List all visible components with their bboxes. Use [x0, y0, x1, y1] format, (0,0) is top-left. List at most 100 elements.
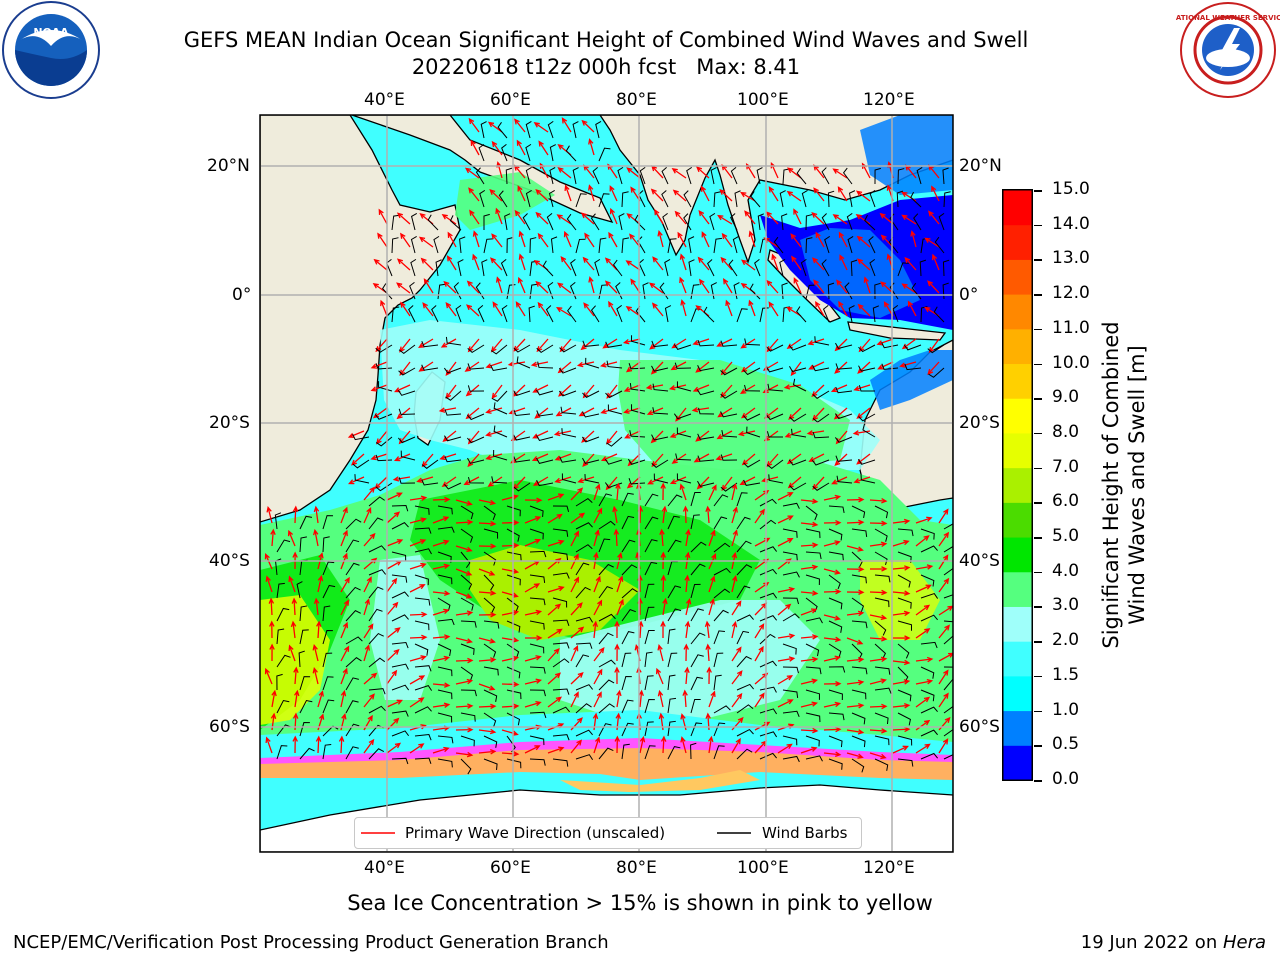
wave-direction-arrow: [938, 531, 950, 547]
wave-direction-arrow: [638, 689, 644, 708]
wave-direction-arrow: [269, 643, 275, 662]
wave-direction-arrow: [593, 575, 601, 593]
wind-barb: [920, 545, 938, 553]
wave-direction-arrow: [581, 119, 595, 133]
wave-direction-arrow: [823, 568, 841, 575]
wind-barb: [550, 236, 558, 254]
wind-barb: [851, 505, 866, 519]
wind-barb: [897, 597, 912, 609]
wind-barb: [505, 167, 513, 185]
wind-barb: [391, 521, 409, 530]
wave-direction-arrow: [472, 230, 480, 248]
wind-barb: [713, 674, 722, 691]
wind-barb: [703, 306, 715, 323]
wind-barb: [460, 528, 474, 543]
wind-barb: [560, 406, 577, 415]
wind-barb: [437, 735, 454, 744]
wind-barb: [920, 752, 939, 760]
wind-barb: [874, 167, 881, 185]
wind-barb: [354, 474, 370, 484]
wave-direction-arrow: [271, 689, 277, 708]
wind-barb: [322, 630, 333, 645]
colorbar-tick-label: 15.0: [1052, 179, 1090, 199]
wave-direction-arrow: [836, 279, 848, 294]
wind-barb: [805, 643, 820, 657]
wave-direction-arrow: [623, 384, 641, 392]
wave-direction-arrow: [495, 276, 503, 294]
wave-direction-arrow: [692, 338, 710, 346]
wind-barb: [604, 458, 623, 465]
wind-barb: [920, 614, 938, 622]
wind-barb: [617, 166, 624, 185]
wind-barb: [779, 190, 786, 208]
wave-direction-arrow: [608, 300, 618, 317]
wave-direction-arrow: [501, 609, 520, 616]
wave-direction-arrow: [538, 140, 549, 156]
wave-direction-arrow: [915, 535, 930, 547]
wind-barb: [834, 436, 853, 443]
wave-direction-arrow: [786, 190, 802, 202]
wave-direction-arrow: [931, 185, 940, 202]
wind-barb: [598, 538, 611, 553]
wind-barb: [713, 722, 726, 737]
wind-barb: [552, 551, 569, 561]
wind-barb: [460, 574, 473, 590]
colorbar-tick-mark: [1034, 780, 1042, 782]
wave-direction-arrow: [555, 407, 572, 417]
wind-barb: [667, 494, 683, 507]
wind-barb: [874, 687, 892, 694]
wind-barb: [480, 121, 487, 139]
wind-barb: [943, 523, 953, 530]
wind-barb: [736, 655, 752, 668]
wave-direction-arrow: [696, 476, 710, 490]
colorbar-segment: [1003, 328, 1032, 365]
wind-barb: [391, 710, 409, 717]
wind-barb: [644, 745, 656, 760]
wind-barb: [274, 512, 282, 530]
wind-barb: [782, 528, 798, 538]
wind-barb: [631, 335, 646, 346]
wave-direction-arrow: [409, 655, 427, 662]
wind-barb: [322, 652, 333, 668]
wave-direction-arrow: [292, 505, 299, 524]
wave-direction-arrow: [455, 637, 473, 644]
wave-direction-arrow: [715, 453, 733, 461]
wind-barb: [299, 676, 311, 691]
wind-barb: [414, 734, 432, 741]
wind-barb: [644, 539, 658, 553]
wave-direction-arrow: [418, 361, 434, 372]
wave-direction-arrow: [938, 692, 949, 708]
wave-direction-arrow: [674, 210, 687, 225]
wind-barb: [529, 666, 546, 674]
colorbar-tick-label: 10.0: [1052, 352, 1090, 373]
wind-barb: [598, 659, 616, 668]
wind-barb: [943, 705, 953, 714]
wind-barb: [631, 404, 646, 415]
wave-direction-arrow: [684, 574, 690, 593]
wind-barb: [621, 191, 629, 208]
colorbar-label-line2: Wind Waves and Swell [m]: [1125, 345, 1149, 625]
wave-direction-arrow: [570, 576, 579, 593]
wind-barb: [644, 651, 653, 668]
wave-direction-arrow: [492, 301, 503, 317]
wave-direction-arrow: [721, 476, 733, 491]
wind-barb: [391, 574, 408, 583]
wind-barb: [644, 583, 655, 599]
wave-direction-arrow: [501, 542, 520, 549]
wave-direction-arrow: [570, 626, 585, 639]
colorbar-tick-mark: [1034, 190, 1042, 192]
wave-direction-arrow: [501, 637, 520, 643]
map-legend: Primary Wave Direction (unscaled) Wind B…: [354, 817, 862, 849]
wave-direction-arrow: [518, 253, 526, 271]
wind-barb: [431, 305, 439, 323]
wave-direction-arrow: [832, 214, 848, 225]
wind-barb: [483, 712, 497, 727]
wave-direction-arrow: [317, 574, 324, 593]
wave-direction-arrow: [800, 701, 818, 708]
wave-direction-arrow: [455, 568, 473, 576]
wind-barb: [575, 616, 594, 623]
wind-barb: [667, 720, 676, 737]
wave-direction-arrow: [531, 453, 549, 462]
colorbar-tick-label: 0.0: [1052, 769, 1080, 789]
wind-barb: [686, 166, 693, 185]
